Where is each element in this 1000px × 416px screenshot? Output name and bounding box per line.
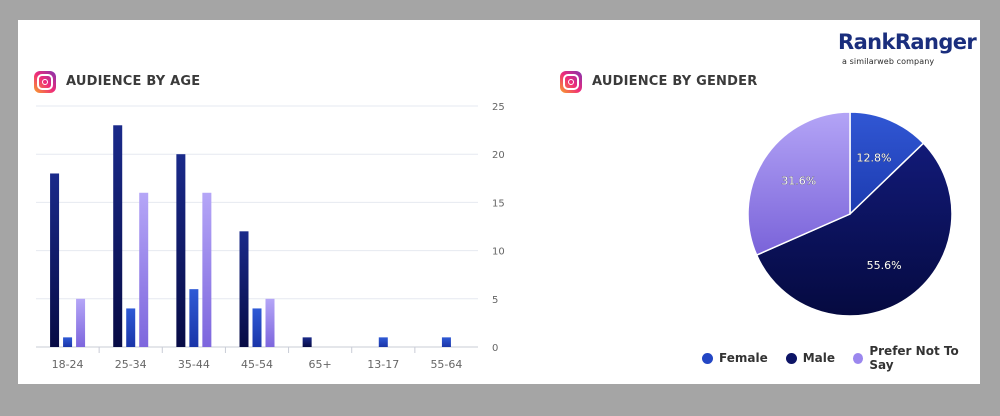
y-tick-label: 20 bbox=[492, 150, 505, 161]
pie-slice-label: 12.8% bbox=[856, 152, 891, 165]
logo-wordmark: RankRanger bbox=[838, 30, 977, 54]
y-tick-label: 15 bbox=[492, 198, 505, 209]
gender-chart-title: AUDIENCE BY GENDER bbox=[592, 74, 758, 89]
bar-male[interactable] bbox=[113, 125, 123, 347]
age-chart-title: AUDIENCE BY AGE bbox=[66, 74, 201, 89]
pie-slice-male[interactable] bbox=[755, 142, 953, 317]
bar-male[interactable] bbox=[176, 154, 186, 347]
x-tick-label: 25-34 bbox=[115, 358, 147, 371]
y-tick-label: 10 bbox=[492, 247, 505, 258]
legend-label: Prefer Not To Say bbox=[869, 344, 959, 372]
x-tick-label: 65+ bbox=[309, 358, 332, 371]
instagram-icon bbox=[560, 71, 582, 93]
y-tick-label: 25 bbox=[492, 102, 505, 113]
bar-female[interactable] bbox=[63, 337, 73, 347]
bar-prefer-not-to-say[interactable] bbox=[202, 192, 212, 347]
bar-female[interactable] bbox=[126, 308, 136, 347]
age-bar-chart: 18-24 25-34 35-44 45-54 65+ 13-17 55-64 0 5 10 15… bbox=[36, 102, 505, 371]
rankranger-logo: RankRanger a similarweb company bbox=[838, 30, 977, 70]
pie-slice-female[interactable] bbox=[849, 111, 925, 216]
logo-tagline: a similarweb company bbox=[842, 57, 935, 66]
bar-female[interactable] bbox=[378, 337, 388, 347]
legend-dot bbox=[853, 352, 864, 364]
instagram-icon bbox=[34, 71, 56, 93]
legend-item-prefer-not-to-say[interactable]: Prefer Not To Say bbox=[853, 344, 980, 372]
legend-item-male[interactable]: Male bbox=[785, 351, 835, 365]
x-tick-label: 45-54 bbox=[241, 358, 273, 371]
age-chart-grid bbox=[36, 105, 478, 353]
bar-male[interactable] bbox=[302, 337, 312, 347]
age-chart-x-labels: 18-24 25-34 35-44 45-54 65+ 13-17 55-64 bbox=[52, 358, 463, 371]
bar-male[interactable] bbox=[50, 173, 60, 347]
legend-label: Female bbox=[719, 351, 768, 365]
x-tick-label: 13-17 bbox=[367, 358, 399, 371]
pie-slices bbox=[747, 111, 953, 317]
report-card: RankRanger a similarweb company AUDIENCE… bbox=[18, 20, 980, 384]
y-tick-label: 0 bbox=[492, 343, 498, 354]
x-tick-label: 18-24 bbox=[52, 358, 84, 371]
bar-male[interactable] bbox=[239, 231, 249, 347]
bar-female[interactable] bbox=[189, 289, 199, 347]
y-tick-label: 5 bbox=[492, 295, 498, 306]
legend-label: Male bbox=[802, 351, 835, 365]
bar-prefer-not-to-say[interactable] bbox=[76, 298, 86, 347]
pie-labels: 12.8% 55.6% 31.6% bbox=[781, 151, 902, 272]
gender-pie-chart: 12.8% 55.6% 31.6% bbox=[747, 111, 953, 317]
pie-slice-prefer-not-to-say[interactable] bbox=[747, 111, 851, 257]
pie-slice-label: 31.6% bbox=[781, 175, 816, 188]
pie-slice-label: 55.6% bbox=[867, 259, 902, 272]
bar-female[interactable] bbox=[441, 337, 451, 347]
x-tick-label: 35-44 bbox=[178, 358, 210, 371]
age-chart-y-labels: 0 5 10 15 20 25 bbox=[492, 102, 505, 354]
gender-legend: Female Male Prefer Not To Say bbox=[702, 344, 980, 372]
age-chart-bars bbox=[50, 125, 451, 347]
x-tick-label: 55-64 bbox=[430, 358, 462, 371]
bar-prefer-not-to-say[interactable] bbox=[265, 298, 275, 347]
legend-dot bbox=[702, 352, 713, 364]
bar-female[interactable] bbox=[252, 308, 262, 347]
legend-item-female[interactable]: Female bbox=[702, 351, 768, 365]
bar-prefer-not-to-say[interactable] bbox=[139, 192, 149, 347]
legend-dot bbox=[785, 352, 797, 364]
